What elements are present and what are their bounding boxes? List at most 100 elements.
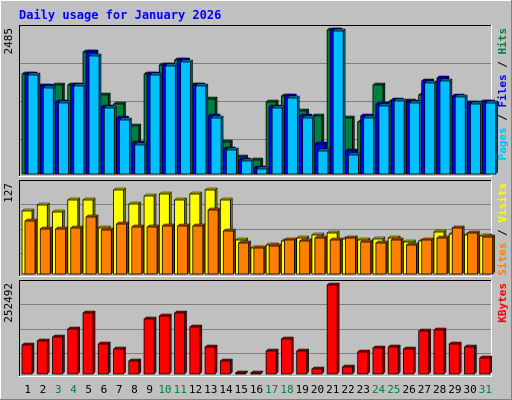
bar-kbytes: [357, 351, 369, 375]
x-tick-label: 10: [158, 383, 171, 396]
bar-kbytes: [143, 318, 155, 375]
bar-kbytes: [265, 350, 277, 375]
bar-kbytes: [174, 312, 185, 375]
bar-sites: [329, 239, 341, 275]
bar-pages: [286, 97, 298, 175]
legend-item: KBytes: [496, 283, 509, 323]
bar-pages: [271, 107, 283, 175]
bar-sites: [283, 239, 295, 275]
bar-pages: [302, 117, 314, 175]
y-max-label: 2485: [2, 28, 15, 55]
y-max-label: 252492: [2, 283, 15, 323]
series-sites: [24, 207, 496, 275]
bar-sites: [451, 227, 463, 275]
bar-pages: [88, 55, 100, 175]
bar-kbytes: [387, 346, 399, 375]
bar-kbytes: [52, 336, 63, 375]
series-pages: [27, 28, 499, 175]
bar-kbytes: [189, 326, 201, 375]
bar-kbytes: [342, 366, 353, 375]
bar-kbytes: [219, 360, 231, 375]
bar-pages: [149, 74, 161, 175]
bar-pages: [73, 85, 85, 175]
bar-sites: [192, 225, 204, 275]
bar-kbytes: [204, 346, 216, 375]
x-tick-label: 12: [189, 383, 202, 396]
legend-item: Files: [496, 74, 509, 107]
bar-pages: [241, 160, 253, 175]
bar-kbytes: [158, 315, 170, 375]
bar-sites: [253, 247, 265, 275]
bar-sites: [314, 237, 326, 275]
bar-pages: [27, 74, 39, 175]
bar-sites: [360, 241, 372, 275]
bar-sites: [222, 230, 234, 275]
bar-kbytes: [21, 344, 33, 375]
bar-kbytes: [113, 348, 124, 375]
bar-sites: [467, 232, 478, 275]
bar-kbytes: [464, 346, 475, 375]
bar-sites: [100, 229, 112, 275]
bar-sites: [238, 242, 250, 275]
bar-kbytes: [250, 372, 262, 375]
y-max-label: 127: [2, 183, 15, 203]
bar-sites: [131, 226, 143, 275]
bar-sites: [375, 242, 387, 275]
bar-pages: [42, 87, 54, 175]
x-tick-label: 30: [463, 383, 476, 396]
legend-item: Sites: [496, 243, 509, 276]
bar-kbytes: [479, 357, 491, 375]
x-tick-label: 3: [55, 383, 62, 396]
bar-pages: [58, 102, 69, 175]
panel-sites-visits: 127 Sites / Visits: [2, 180, 509, 277]
legend-item: Visits: [496, 183, 509, 223]
bar-sites: [177, 225, 188, 275]
bar-pages: [103, 107, 115, 175]
bar-pages: [439, 80, 451, 175]
bar-kbytes: [311, 368, 323, 375]
bar-sites: [390, 239, 402, 275]
bar-pages: [256, 168, 268, 175]
bar-pages: [424, 82, 436, 175]
bar-pages: [180, 61, 191, 175]
bar-sites: [161, 225, 173, 275]
bar-kbytes: [280, 338, 292, 375]
legend-item: Pages: [496, 127, 509, 160]
x-tick-label: 28: [433, 383, 446, 396]
bar-sites: [24, 220, 36, 275]
bar-pages: [164, 65, 176, 175]
bar-kbytes: [326, 284, 338, 375]
x-tick-label: 20: [311, 383, 324, 396]
bar-sites: [70, 227, 82, 275]
bar-sites: [299, 240, 311, 275]
legend-item: /: [496, 55, 509, 75]
chart-panels: 2485 Pages / Files / Hits 127 Sites / Visit…: [2, 25, 509, 377]
x-tick-label: 27: [418, 383, 431, 396]
bar-pages: [363, 117, 375, 175]
legend-item: /: [496, 108, 509, 128]
bar-pages: [485, 102, 497, 175]
x-tick-label: 14: [219, 383, 233, 396]
x-tick-label: 2: [40, 383, 47, 396]
x-tick-label: 7: [116, 383, 123, 396]
bar-kbytes: [82, 312, 94, 375]
legend-item: Hits: [496, 28, 509, 55]
legend-item: /: [496, 223, 509, 243]
bar-sites: [482, 236, 494, 275]
bar-sites: [436, 237, 448, 275]
x-tick-label: 9: [146, 383, 153, 396]
x-tick-label: 5: [85, 383, 92, 396]
bar-kbytes: [448, 343, 460, 375]
x-tick-label: 11: [174, 383, 187, 396]
x-tick-label: 18: [280, 383, 293, 396]
bar-pages: [454, 96, 466, 175]
bar-kbytes: [235, 372, 247, 375]
x-tick-label: 8: [131, 383, 138, 396]
bar-sites: [146, 226, 158, 275]
x-tick-label: 23: [357, 383, 370, 396]
panel-pages-files-hits: 2485 Pages / Files / Hits: [2, 25, 509, 177]
x-tick-label: 16: [250, 383, 263, 396]
bar-kbytes: [433, 329, 445, 375]
bar-sites: [116, 223, 127, 275]
